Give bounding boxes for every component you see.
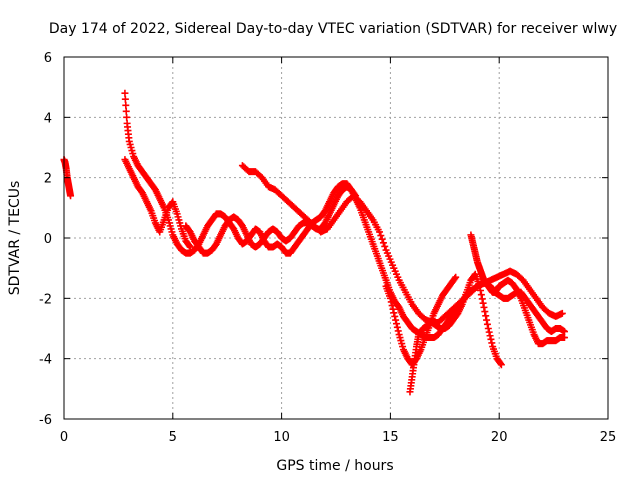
x-tick-label: 15 [382,430,399,445]
data-point [377,232,385,240]
data-point [67,192,75,200]
data-point [391,312,399,320]
data-point [379,239,387,247]
x-tick-label: 20 [491,430,508,445]
data-point [390,309,398,317]
series-track-h [182,183,360,257]
y-axis-label: SDTVAR / TECUs [7,181,23,296]
data-point [121,95,129,103]
y-tick-label: 4 [44,111,52,126]
data-point [378,235,386,243]
data-point [451,274,459,282]
series-track-b [121,89,568,342]
data-point [388,302,396,310]
data-point [478,295,486,303]
data-points [60,89,568,396]
data-point [483,316,491,324]
data-point [185,242,193,250]
x-tick-label: 0 [60,430,68,445]
data-point [392,320,400,328]
data-point [389,305,397,313]
y-tick-label: -4 [39,353,52,368]
grid [64,57,608,419]
y-tick-label: -2 [39,292,52,307]
data-point [482,312,490,320]
series-track-f [406,270,505,396]
ticks: 0 5 10 15 20 25 -6 -4 -2 0 2 4 6 [39,51,616,445]
y-tick-label: 0 [44,232,52,247]
data-point [560,334,568,342]
data-point [352,192,360,200]
data-point [121,89,129,97]
data-point [376,228,384,236]
data-point [479,299,487,307]
y-tick-label: -6 [39,413,52,428]
y-tick-label: 2 [44,172,52,187]
data-point [381,242,389,250]
data-point [122,101,130,109]
data-point [386,294,394,302]
data-point [392,316,400,324]
x-axis-label: GPS time / hours [276,458,393,474]
x-tick-label: 10 [273,430,290,445]
data-point [481,308,489,316]
data-point [486,332,494,340]
data-point [497,359,505,367]
data-point [477,291,485,299]
series-track-g [467,231,568,348]
data-point [560,328,568,336]
x-tick-label: 5 [169,430,177,445]
chart-title: Day 174 of 2022, Sidereal Day-to-day VTE… [49,21,617,37]
series-track-c [121,156,194,251]
data-point [476,282,484,290]
data-point [122,107,130,115]
data-point [558,309,566,317]
data-point [485,328,493,336]
data-point [488,339,496,347]
data-point [497,361,505,369]
data-point [452,273,460,281]
series-track-d [238,162,566,326]
data-point [476,286,484,294]
data-point [186,243,194,251]
y-tick-label: 6 [44,51,52,66]
data-point [387,298,395,306]
data-point [487,335,495,343]
x-tick-label: 25 [600,430,617,445]
data-point [393,323,401,331]
data-point [480,303,488,311]
data-point [484,325,492,332]
data-point [483,320,491,328]
data-point [351,191,359,199]
data-point [394,327,402,335]
data-point [123,113,131,121]
